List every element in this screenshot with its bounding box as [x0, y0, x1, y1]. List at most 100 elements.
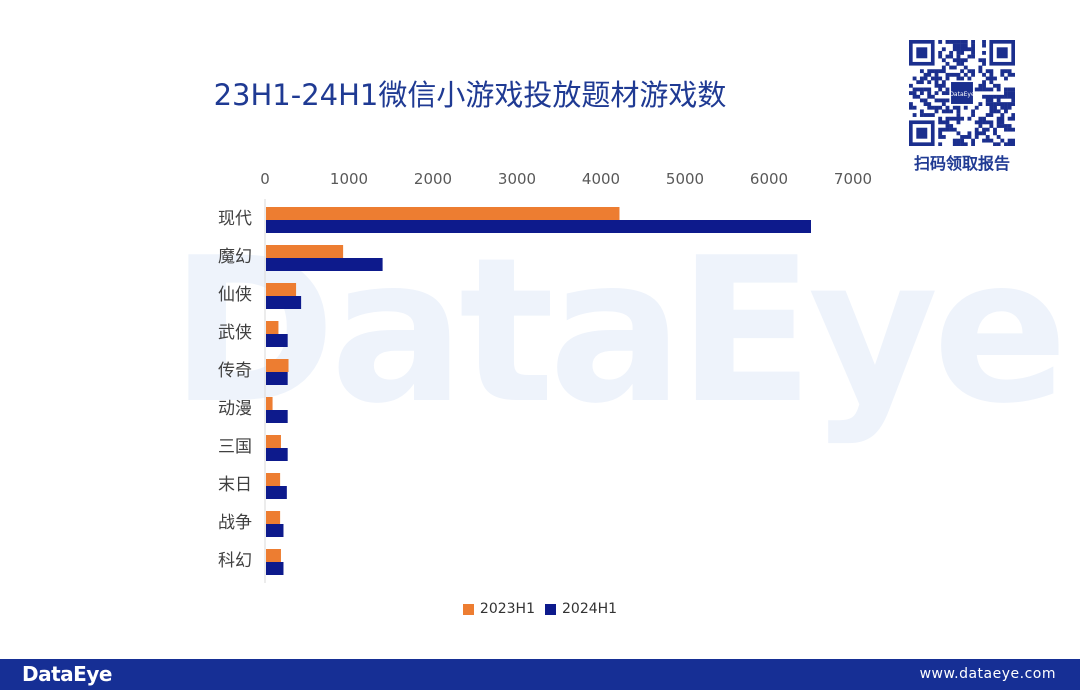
qr-module	[971, 113, 975, 117]
qr-module	[949, 116, 954, 121]
qr-module	[912, 87, 917, 92]
qr-module	[1000, 138, 1005, 143]
qr-module	[960, 69, 965, 74]
qr-module	[938, 40, 943, 44]
qr-module	[982, 40, 986, 44]
qr-module	[930, 76, 935, 81]
qr-module	[960, 138, 965, 143]
qr-module	[919, 87, 924, 92]
qr-module	[982, 131, 986, 136]
qr-module	[919, 80, 924, 85]
qr-module	[989, 76, 994, 81]
qr-module	[949, 127, 954, 132]
qr-module	[934, 91, 939, 96]
qr-module	[989, 138, 994, 143]
qr-module	[938, 54, 943, 59]
qr-module	[963, 142, 968, 147]
qr-module	[978, 65, 983, 70]
qr-module	[963, 65, 968, 70]
legend-label-2024: 2024H1	[562, 601, 618, 617]
qr-module	[930, 94, 935, 99]
qr-module	[952, 40, 957, 44]
qr-module	[945, 105, 950, 110]
footer-url[interactable]: www.dataeye.com	[919, 666, 1056, 682]
qr-module	[919, 113, 924, 117]
qr-module	[930, 113, 935, 117]
qr-module	[978, 124, 983, 128]
x-tick-label: 1000	[330, 170, 368, 188]
qr-module	[982, 116, 986, 121]
qr-module	[923, 113, 928, 117]
x-tick-label: 6000	[750, 170, 788, 188]
qr-module	[993, 142, 997, 147]
qr-module	[934, 109, 939, 114]
qr-module	[974, 127, 979, 132]
qr-module	[952, 43, 957, 48]
qr-module	[1004, 105, 1008, 110]
qr-module	[982, 138, 986, 143]
qr-module	[978, 58, 983, 63]
qr-module	[1000, 102, 1005, 106]
qr-code-panel[interactable]: DataEye 扫码领取报告	[906, 40, 1018, 174]
qr-module	[941, 102, 946, 106]
qr-module	[952, 138, 957, 143]
bar-2023h1	[266, 283, 297, 296]
qr-module	[927, 91, 932, 96]
qr-module	[996, 87, 1001, 92]
qr-module	[941, 127, 946, 132]
category-label: 动漫	[218, 399, 252, 419]
qr-module	[938, 76, 943, 81]
qr-code[interactable]: DataEye	[909, 40, 1016, 147]
qr-module	[989, 80, 994, 85]
qr-module	[956, 116, 961, 121]
qr-module	[1011, 72, 1016, 77]
footer-logo[interactable]: DataEye	[22, 662, 112, 686]
qr-module	[941, 91, 946, 96]
qr-module	[1004, 69, 1008, 74]
legend-item-2023: 2023H1	[462, 601, 535, 617]
qr-module	[956, 50, 961, 55]
qr-module	[938, 69, 943, 74]
qr-module	[945, 40, 950, 44]
category-label: 三国	[218, 437, 252, 457]
qr-module	[912, 94, 917, 99]
qr-module	[949, 65, 954, 70]
qr-module	[949, 40, 954, 44]
qr-module	[996, 98, 1001, 103]
qr-module	[941, 120, 946, 125]
qr-module	[982, 83, 986, 88]
qr-center-logo	[951, 82, 973, 104]
qr-module	[956, 40, 961, 44]
qr-module	[938, 116, 943, 121]
qr-module	[985, 135, 990, 139]
qr-module	[938, 87, 943, 92]
qr-module	[952, 65, 957, 70]
qr-module	[956, 58, 961, 63]
qr-module	[952, 47, 957, 52]
qr-module	[985, 94, 990, 99]
qr-module	[996, 116, 1001, 121]
qr-module	[963, 40, 968, 44]
qr-module	[1011, 138, 1016, 143]
qr-module	[956, 120, 961, 125]
footer-bar: DataEye www.dataeye.com	[0, 659, 1080, 690]
qr-module	[978, 131, 983, 136]
qr-module	[945, 76, 950, 81]
category-label: 战争	[218, 513, 252, 533]
qr-module	[993, 94, 997, 99]
qr-module	[938, 98, 943, 103]
qr-module	[956, 138, 961, 143]
qr-module	[1011, 116, 1016, 121]
qr-module	[912, 76, 917, 81]
qr-module	[982, 58, 986, 63]
qr-module	[941, 135, 946, 139]
qr-center-label: DataEye	[949, 91, 975, 98]
qr-module	[923, 76, 928, 81]
qr-module	[927, 72, 932, 77]
qr-module	[1000, 72, 1005, 77]
x-tick-label: 5000	[666, 170, 704, 188]
category-label: 末日	[218, 475, 252, 495]
bar-2024h1	[266, 296, 302, 309]
qr-module	[963, 105, 968, 110]
qr-module	[982, 94, 986, 99]
